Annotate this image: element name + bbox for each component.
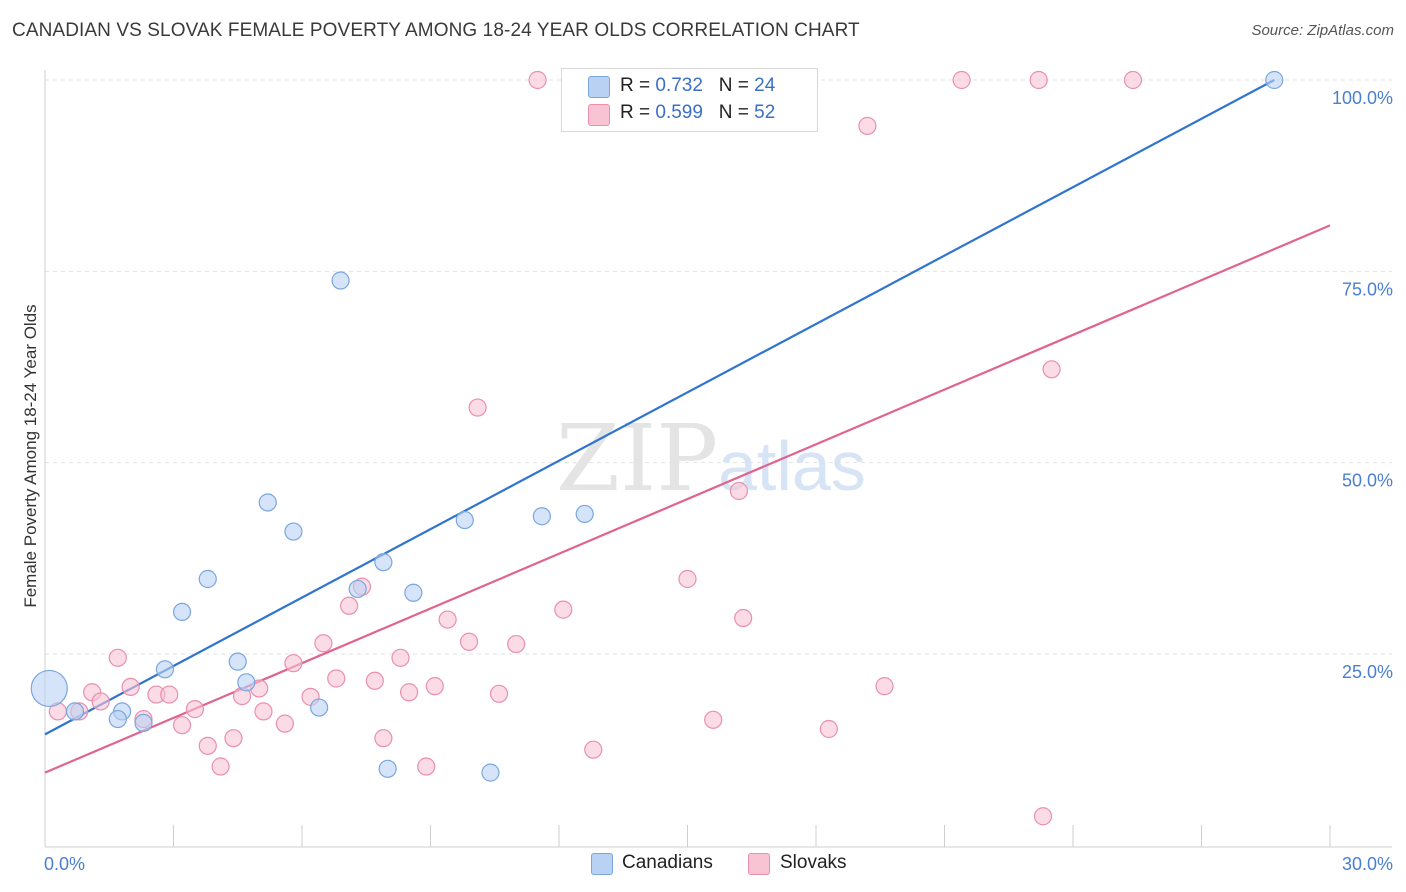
point-canadians	[532, 507, 551, 526]
legend-n-value: 52	[754, 102, 776, 123]
point-slovaks	[91, 692, 110, 711]
point-canadians	[198, 569, 217, 589]
point-slovaks	[459, 632, 479, 651]
point-slovaks	[391, 648, 410, 667]
legend-n-label: N =	[718, 75, 755, 96]
point-slovaks	[678, 569, 697, 589]
legend-row-canadians: R = 0.732 N = 24	[620, 75, 775, 97]
legend-n-value: 24	[754, 75, 776, 96]
point-slovaks	[1029, 70, 1048, 90]
point-slovaks	[584, 740, 603, 759]
point-canadians	[172, 602, 192, 622]
point-canadians	[575, 504, 594, 524]
point-slovaks	[374, 729, 393, 748]
point-canadians	[237, 673, 256, 692]
point-canadians	[258, 493, 277, 512]
legend-r-value: 0.599	[655, 102, 703, 123]
point-slovaks	[734, 608, 753, 628]
chart-title: CANADIAN VS SLOVAK FEMALE POVERTY AMONG …	[12, 20, 860, 41]
bottom-legend-canadians: Canadians	[622, 852, 713, 873]
legend-swatch-canadians	[588, 76, 610, 98]
watermark-zip: ZIP	[556, 405, 718, 512]
point-slovaks	[468, 398, 487, 417]
y-axis-label: Female Poverty Among 18-24 Year Olds	[21, 304, 40, 607]
point-slovaks	[275, 714, 294, 733]
x-tick-label-max: 30.0%	[1342, 854, 1393, 874]
point-slovaks	[704, 710, 723, 729]
legend-r-label: R =	[620, 75, 656, 96]
point-canadians	[310, 698, 329, 717]
point-canadians	[374, 553, 393, 572]
point-slovaks	[554, 600, 573, 619]
point-slovaks	[417, 757, 436, 776]
point-slovaks	[1042, 360, 1061, 379]
point-canadians	[1265, 70, 1284, 90]
point-slovaks	[160, 685, 179, 704]
point-slovaks	[327, 669, 346, 688]
point-canadians	[134, 713, 153, 732]
point-canadians	[155, 660, 175, 679]
point-canadians	[30, 669, 68, 708]
point-slovaks	[1033, 807, 1053, 826]
data-points	[30, 70, 1284, 826]
bottom-legend-swatch-canadians	[591, 853, 613, 875]
legend-n-label: N =	[718, 102, 755, 123]
point-slovaks	[528, 70, 547, 90]
legend-r-label: R =	[620, 102, 656, 123]
point-slovaks	[1123, 70, 1143, 90]
point-slovaks	[254, 702, 273, 721]
bottom-legend-swatch-slovaks	[748, 853, 770, 875]
point-slovaks	[198, 736, 217, 755]
y-tick-label: 50.0%	[1342, 471, 1393, 491]
point-slovaks	[729, 481, 749, 501]
point-slovaks	[952, 70, 971, 90]
point-slovaks	[819, 719, 838, 739]
chart-source: Source: ZipAtlas.com	[1251, 22, 1394, 39]
point-canadians	[455, 510, 474, 530]
x-tick-label-min: 0.0%	[44, 854, 85, 874]
point-canadians	[378, 759, 397, 778]
axes	[44, 70, 1392, 848]
point-slovaks	[211, 757, 230, 776]
point-canadians	[404, 583, 423, 602]
point-slovaks	[507, 634, 526, 654]
point-canadians	[284, 522, 303, 541]
legend-r-value: 0.732	[655, 75, 703, 96]
legend: R = 0.732 N = 24 R = 0.599 N = 52	[561, 68, 818, 132]
point-slovaks	[172, 716, 192, 735]
point-slovaks	[365, 671, 384, 690]
y-tick-labels: 25.0% 50.0% 75.0% 100.0%	[1332, 88, 1393, 682]
point-slovaks	[489, 684, 509, 703]
y-tick-label: 75.0%	[1342, 279, 1393, 299]
trend-line-canadians	[44, 79, 1275, 736]
bottom-legend-slovaks: Slovaks	[780, 852, 847, 873]
y-tick-label: 100.0%	[1332, 88, 1393, 108]
point-canadians	[65, 702, 85, 721]
point-canadians	[331, 271, 350, 290]
grid-lines	[45, 79, 1392, 655]
y-tick-label: 25.0%	[1342, 662, 1393, 682]
point-slovaks	[438, 610, 457, 629]
point-slovaks	[858, 116, 877, 136]
point-canadians	[108, 709, 127, 729]
point-slovaks	[399, 683, 419, 702]
point-slovaks	[121, 677, 140, 697]
point-slovaks	[108, 648, 127, 667]
point-slovaks	[875, 677, 894, 696]
legend-swatch-slovaks	[588, 104, 610, 126]
point-slovaks	[425, 677, 444, 696]
point-slovaks	[284, 654, 303, 673]
point-slovaks	[314, 634, 333, 653]
point-canadians	[348, 579, 367, 599]
point-canadians	[481, 763, 500, 782]
point-canadians	[228, 652, 247, 671]
point-slovaks	[224, 729, 243, 748]
legend-row-slovaks: R = 0.599 N = 52	[620, 102, 775, 124]
point-slovaks	[340, 596, 359, 615]
point-slovaks	[185, 700, 205, 719]
